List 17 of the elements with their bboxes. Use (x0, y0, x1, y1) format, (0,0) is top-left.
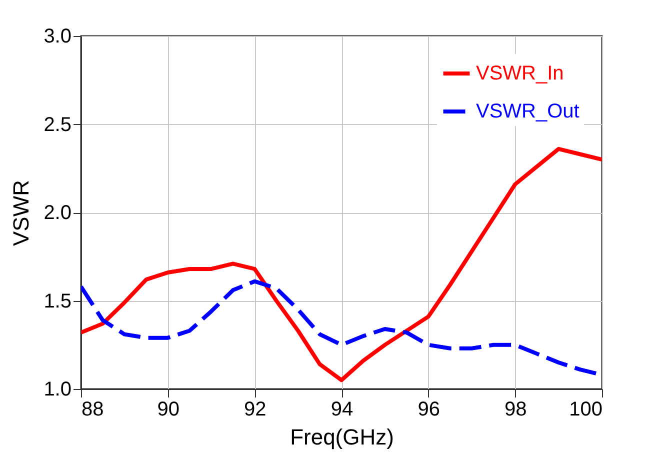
x-axis-title: Freq(GHz) (290, 424, 394, 450)
x-tick-label: 90 (157, 398, 180, 420)
x-tick-label: 94 (330, 398, 354, 420)
legend-label: VSWR_In (476, 62, 564, 84)
legend-label: VSWR_Out (476, 100, 580, 122)
x-tick-label: 96 (418, 398, 440, 420)
x-tick-label: 98 (504, 398, 527, 420)
x-tick-label: 88 (82, 398, 104, 420)
y-axis-title: VSWR (8, 180, 34, 246)
y-tick-label: 3.0 (44, 26, 72, 48)
y-tick-label: 1.0 (44, 378, 72, 400)
line-series (81, 146, 602, 382)
x-tick-label: 92 (244, 398, 266, 420)
y-tick-label: 1.5 (44, 290, 72, 312)
y-tick-label: 2.0 (44, 202, 72, 224)
x-tick-label: 100 (569, 398, 602, 420)
y-tick-label: 2.5 (44, 114, 72, 136)
